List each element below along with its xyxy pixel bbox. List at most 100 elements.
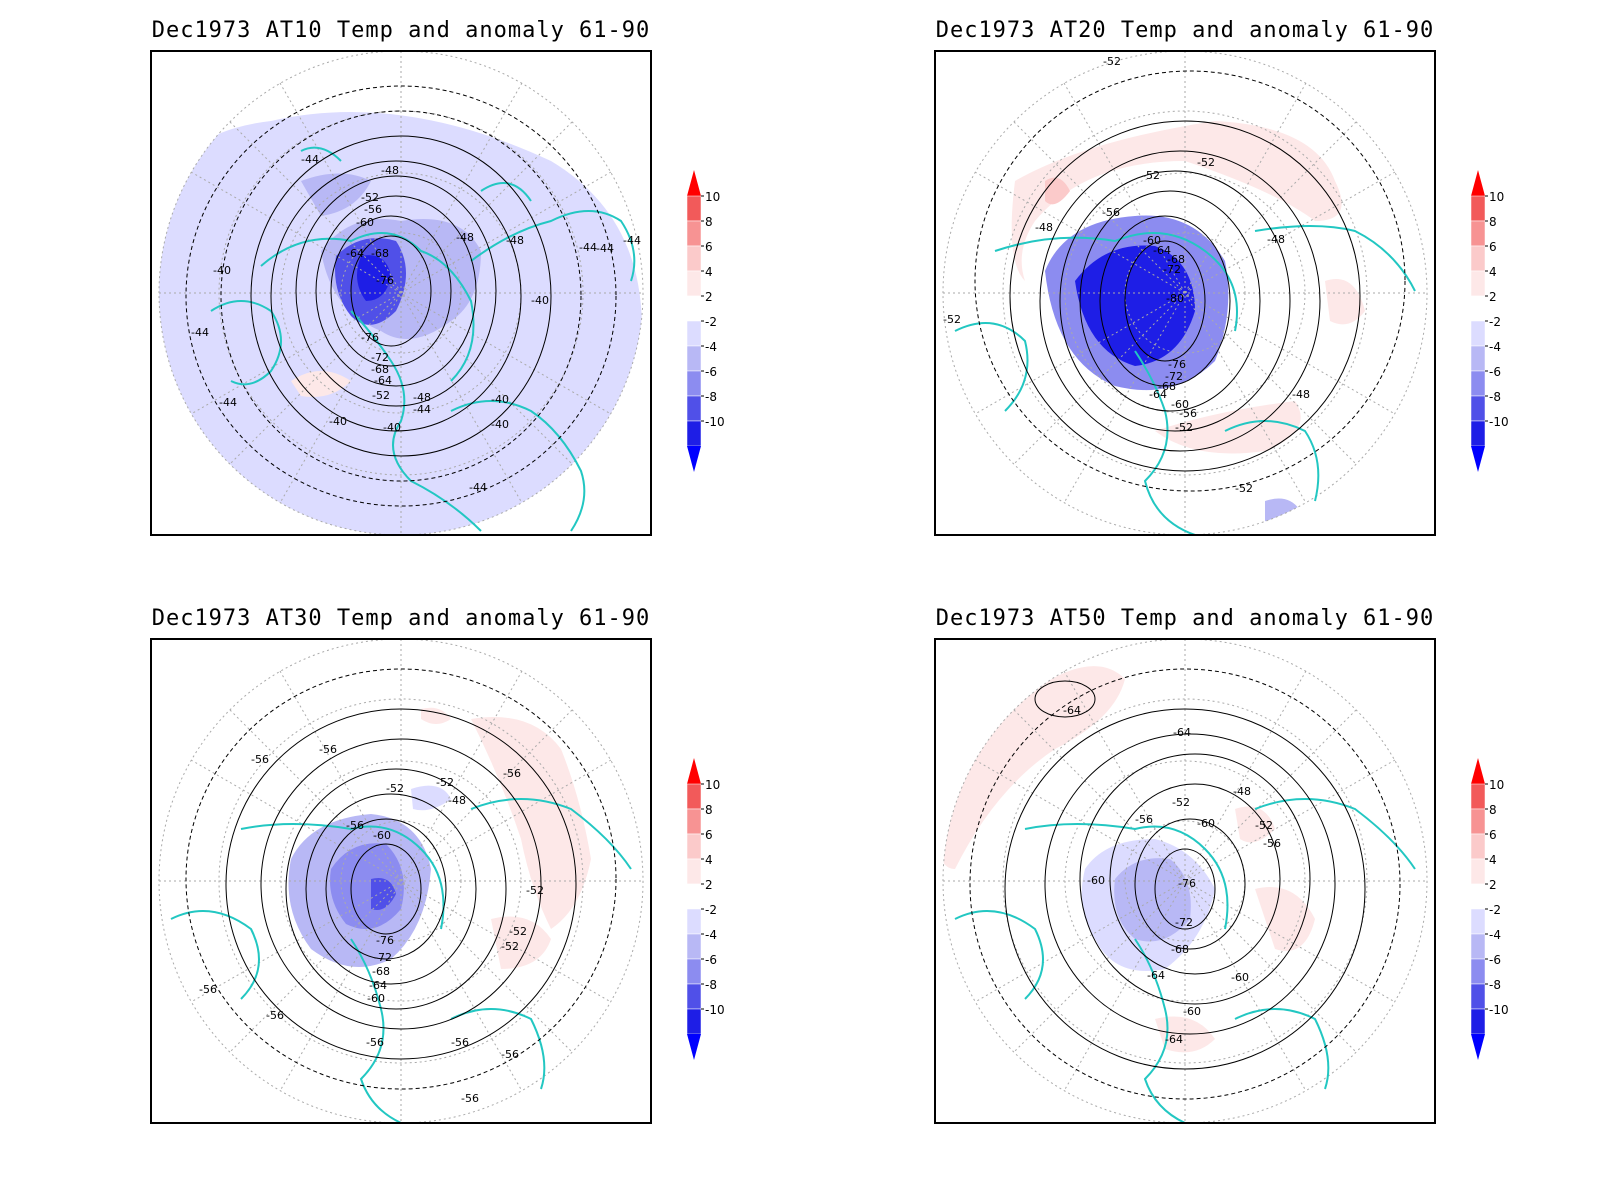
contour-label: -64 [1149,388,1167,401]
panel-title: Dec1973 AT10 Temp and anomaly 61-90 [151,18,651,43]
contour-label: -56 [364,203,382,216]
colorbar: 10 8 6 4 2 -2 -4 -6 -8 -10 [1470,758,1509,1060]
contour-label: -48 [1233,785,1251,798]
colorbar-labels: 10 8 6 4 2 -2 -4 -6 -8 -10 [705,778,725,1017]
contour-label: -68 [1171,943,1189,956]
colorbar-swatch [686,933,702,960]
colorbar-label: -10 [705,1003,725,1017]
anomaly-region-negative [371,878,396,910]
colorbar-labels: 10 8 6 4 2 -2 -4 -6 -8 -10 [1489,190,1509,429]
contour-label: -72 [1165,370,1183,383]
contour-label: -40 [213,264,231,277]
anomaly-region-negative [301,173,371,216]
colorbar-label: 6 [705,828,713,842]
map-frame [150,638,652,1124]
panel-title: Dec1973 AT50 Temp and anomaly 61-90 [935,606,1435,631]
colorbar: 10 8 6 4 2 -2 -4 -6 -8 -10 [686,170,725,472]
contour-label: -44 [579,241,597,254]
colorbar-swatch [686,883,702,910]
colorbar-label: -6 [1489,953,1501,967]
lat-lon-grid [942,50,1428,536]
contour-label: -52 [1175,421,1193,434]
colorbar-cap-bottom [687,1034,701,1060]
contour-label: -52 [1103,55,1121,68]
colorbar-swatch [1470,983,1486,1010]
colorbar-swatches [1470,758,1488,1060]
colorbar-swatch [686,858,702,885]
contour-label: -80 [1166,292,1184,305]
polar-map: -52 -52 -52 -56 -48 -60 -64 -68 -72 -80 … [934,50,1436,536]
colorbar-swatch [686,270,702,297]
contour-labels: -56 -56 -56 -52 -52 -48 -56 -60 -52 -52 … [199,743,544,1105]
coastlines [210,146,636,532]
contour-label: -60 [1171,398,1189,411]
colorbar-swatch [1470,220,1486,247]
contour-label: -48 [1035,221,1053,234]
colorbar-label: 8 [1489,803,1497,817]
colorbar-swatch [1470,270,1486,297]
contour-label: -52 [526,884,544,897]
anomaly-region-positive [491,916,551,969]
contour-label: -64 [1147,969,1165,982]
anomaly-region-positive [471,717,591,929]
contour-label: -64 [1153,244,1171,257]
anomaly-region-negative [330,843,404,929]
colorbar-swatch [1470,295,1486,322]
colorbar-cap-bottom [1471,1034,1485,1060]
colorbar-swatch [1470,195,1486,222]
colorbar-label: 8 [1489,215,1497,229]
colorbar-cap-top [687,170,701,196]
contour-label: -40 [491,393,509,406]
contour-label: -56 [199,983,217,996]
anomaly-shading [288,707,591,969]
anomaly-region-negative [1114,858,1191,942]
lat-lon-grid [158,638,644,1124]
colorbar-swatch [686,983,702,1010]
colorbar-label: 6 [1489,240,1497,254]
contour-label: -44 [219,396,237,409]
contour-label: -64 [346,247,364,260]
contour-label: -64 [1165,1033,1183,1046]
colorbar-label: 4 [705,853,713,867]
contour-label: -76 [376,274,394,287]
colorbar-label: -8 [1489,978,1501,992]
colorbar-swatch [686,345,702,372]
colorbar-label: 10 [1489,778,1504,792]
contour-label: -56 [503,767,521,780]
anomaly-region-positive [291,371,351,397]
contour-label: -68 [1158,380,1176,393]
colorbar-label: 10 [1489,190,1504,204]
colorbar-swatch [1470,858,1486,885]
colorbar-label: -4 [1489,928,1501,942]
colorbar-cap-bottom [687,446,701,472]
colorbar-label: 6 [705,240,713,254]
anomaly-region-positive [1325,279,1365,325]
anomaly-region-negative [411,785,451,811]
colorbar-swatches [686,758,704,1060]
colorbar-swatches [1470,170,1488,472]
colorbar-label: 6 [1489,828,1497,842]
colorbar-label: -2 [1489,315,1501,329]
contour-label: -68 [371,247,389,260]
contour-label: -44 [191,326,209,339]
colorbar-label: -2 [1489,903,1501,917]
colorbar-label: -10 [705,415,725,429]
contour-label: -68 [1167,253,1185,266]
map-frame [934,638,1436,1124]
contour-label: -48 [413,391,431,404]
colorbar-swatch [686,395,702,422]
contour-label: -48 [456,231,474,244]
colorbar-label: -6 [1489,365,1501,379]
colorbar-swatch [686,195,702,222]
contour-label: -56 [501,1048,519,1061]
contour-label: -64 [374,374,392,387]
colorbar-swatch [1470,933,1486,960]
temperature-contours [974,70,1406,492]
contour-label: -52 [509,925,527,938]
anomaly-region-positive [943,666,1125,869]
colorbar-label: -8 [705,978,717,992]
contour-label: -52 [1197,156,1215,169]
contour-label: -52 [1172,796,1190,809]
contour-label: -48 [1267,233,1285,246]
contour-label: -56 [266,1009,284,1022]
